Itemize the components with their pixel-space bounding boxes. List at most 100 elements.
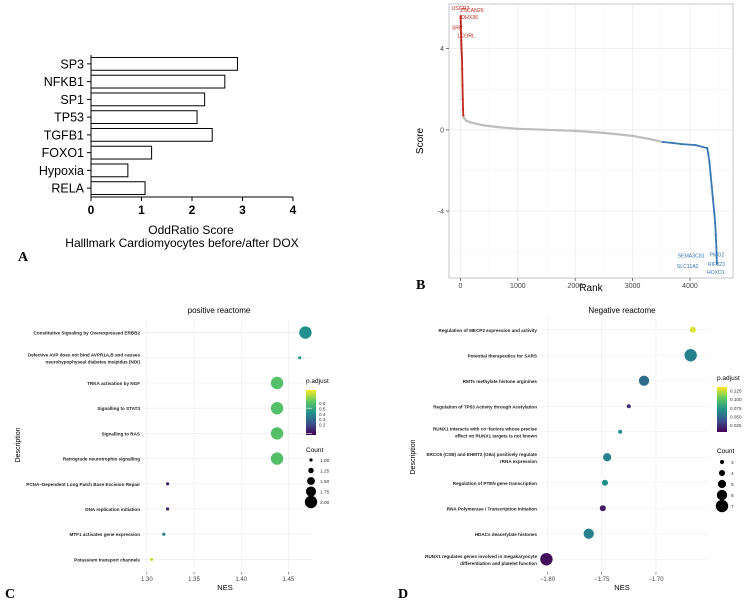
c-size-legend-dot [304,495,318,509]
c-category-label-line: PCNA−Dependent Long Patch Base Excision … [26,482,140,487]
a-category-label: FOXO1 [42,146,84,160]
c-color-legend-tick: 0.2 [319,422,326,427]
d-color-legend-tick: 0.050 [730,414,742,419]
c-category-label-line: Signalling to RAS [101,431,140,436]
b-point [694,143,697,147]
b-point [462,114,465,117]
d-size-legend-title: Count [717,448,735,455]
c-dot [270,376,284,390]
d-color-legend-title: p.adjust [717,375,740,382]
b-point [545,128,548,131]
b-point [631,134,634,138]
c-size-legend-title: Count [306,447,324,454]
d-category-label-line: Potential therapeutics for SARS [468,353,537,358]
d-dot [603,453,612,462]
b-point [706,147,709,150]
b-point [709,173,712,176]
b-point [461,98,464,101]
d-size-legend-label: 4 [731,471,734,477]
c-x-tick-label: 1.40 [235,577,247,583]
a-category-label: SP1 [60,93,84,107]
a-bar [90,181,146,196]
b-gene-label: USGR2 [452,6,470,12]
a-x-tick-label: 0 [88,203,95,217]
d-x-tick-label: −1.70 [648,577,664,583]
d-x-axis-label: NES [614,583,629,592]
c-category-label-line: neurohypophyseal diabetes insipidus (NDI… [46,359,141,364]
b-point [461,67,464,71]
b-gene-label: SRF [452,25,462,31]
b-point [707,153,710,156]
d-category-label: ERCC6 (CSB) and EHMT2 (G9a) positively r… [426,452,537,464]
d-category-label: RUNX1 interacts with co−factors whose pr… [433,426,537,438]
d-size-legend-dot [715,499,729,513]
panel-c-dot-plot: positive reactome NES Description p.adju… [15,306,330,592]
d-category-label-line: ERCC6 (CSB) and EHMT2 (G9a) positively r… [426,452,537,457]
d-category-label: RNA Polymerase I Transcription Initiatio… [447,506,537,511]
b-gene-label: HOXD1 [707,270,725,276]
d-dot [618,429,623,434]
d-dot [626,404,631,409]
b-y-tick-label: 0 [440,127,444,134]
c-dot [270,402,284,415]
panel-a-bar-chart: OddRatio Score Halllmark Cardiomyocytes … [39,55,299,250]
b-point [459,25,463,28]
b-point [671,141,674,145]
d-x-tick-label: −1.75 [594,577,610,583]
b-gene-label: DHX36 [461,15,478,21]
c-category-label-line: Retrograde neurotrophin signalling [63,457,140,462]
b-point [459,31,463,34]
b-point [708,161,711,164]
b-point [459,21,462,24]
c-category-label: Potassium transport channels [74,557,140,562]
d-y-axis-label: Description [410,439,417,474]
b-point [460,47,463,50]
panel-letter-b: B [416,278,425,293]
c-category-label: PCNA−Dependent Long Patch Base Excision … [26,482,140,487]
b-gene-label: PMG2 [710,253,725,259]
c-y-axis-label: Description [15,427,22,462]
d-dot [601,479,609,486]
d-colorbar [717,387,727,432]
c-category-label: MTF1 activates gene expression [70,532,141,537]
a-x-axis-label: OddRatio Score [148,223,234,237]
d-category-label: HDACs deacetylate histones [475,532,538,537]
d-category-label-line: effect on RUNX1 targets is not known [455,433,537,438]
c-dot [162,532,166,536]
c-dot [165,482,170,486]
c-category-label-line: DNA replication initiation [85,507,140,512]
a-bar [90,110,198,125]
d-size-legend-dot [720,460,724,464]
c-color-legend-tick: 0.4 [319,412,326,417]
b-point [714,222,717,225]
d-category-label-line: HDACs deacetylate histones [475,532,538,537]
c-category-label-line: Constitutive Signaling by Overexpressed … [34,331,141,336]
c-size-legend-dot [309,458,313,462]
d-category-label: Regulation of MECP2 expression and activ… [438,328,537,333]
b-gene-label: RIF323 [708,262,725,268]
b-point [460,51,463,54]
c-x-tick-label: 1.30 [141,577,153,583]
b-point [482,124,485,127]
a-bar [90,163,129,178]
d-category-label: Regulation of PTEN gene transcription [453,481,537,486]
b-point [470,121,474,124]
b-point [648,137,651,141]
d-category-label: RUNX1 regulates genes involved in megaka… [425,554,537,566]
d-dot [599,505,606,512]
d-category-label-line: differentiation and platelet function [460,561,537,566]
panel-letter-c: C [5,587,15,602]
b-x-tick-label: 3000 [625,283,641,290]
a-x-tick-label: 3 [239,203,246,217]
c-dot [165,507,170,511]
d-dot [684,349,697,362]
c-color-legend-tick: 0.5 [319,407,326,412]
b-point [715,246,718,249]
b-point [461,84,464,87]
d-x-tick-label: −1.80 [540,577,556,583]
b-point [710,185,713,188]
a-bar [90,145,153,160]
b-gene-label: LCORL [458,33,475,39]
d-dot [540,553,553,566]
